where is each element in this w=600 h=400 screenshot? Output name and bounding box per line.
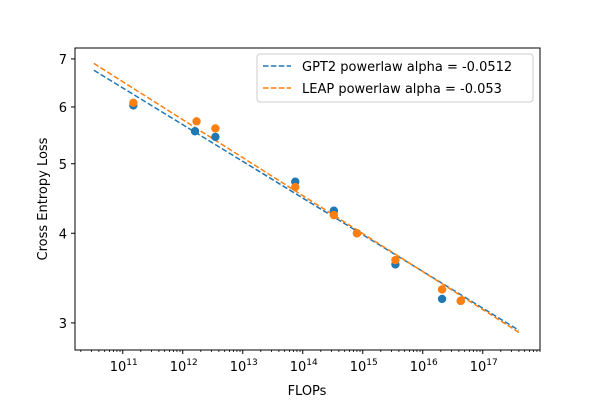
x-tick-label-12: 1012: [170, 358, 198, 375]
y-tick-label-3: 3: [59, 317, 67, 332]
plot-area: [93, 62, 520, 334]
data-point-series-1-8: [456, 296, 465, 306]
data-point-series-1-3: [291, 182, 300, 192]
y-tick-label-7: 7: [59, 53, 67, 68]
data-point-series-1-1: [192, 117, 201, 126]
x-tick-label-13: 1013: [230, 358, 258, 375]
data-point-series-1-5: [352, 229, 362, 238]
fit-line-series-1: [93, 62, 520, 334]
y-tick-label-6: 6: [59, 101, 67, 116]
y-tick-label-4: 4: [59, 227, 67, 242]
data-point-series-1-0: [129, 98, 138, 108]
data-point-series-1-4: [329, 210, 339, 220]
data-point-series-1-2: [211, 124, 220, 133]
x-tick-label-11: 1011: [110, 358, 138, 375]
data-point-series-1-7: [437, 285, 447, 294]
axes-frame: [74, 47, 541, 351]
data-point-series-0-2: [211, 132, 220, 142]
x-tick-label-15: 1015: [350, 358, 378, 375]
data-point-series-0-1: [190, 127, 200, 136]
x-axis-label: FLOPs: [288, 384, 327, 399]
data-point-series-0-7: [437, 294, 447, 304]
legend: GPT2 powerlaw alpha = -0.0512 LEAP power…: [256, 53, 534, 103]
legend-box: [256, 53, 534, 103]
x-tick-label-14: 1014: [290, 358, 318, 375]
y-tick-label-5: 5: [59, 158, 67, 173]
x-tick-label-16: 1016: [410, 358, 438, 375]
data-point-series-1-6: [391, 255, 400, 265]
x-tick-label-17: 1017: [470, 358, 498, 375]
legend-label-leap: LEAP powerlaw alpha = -0.053: [302, 82, 502, 97]
legend-label-gpt2: GPT2 powerlaw alpha = -0.0512: [302, 60, 512, 75]
axes: 1011 1012 1013 1014 1015 1016 1017 3 4 5 6 7: [59, 53, 541, 375]
y-axis-label: Cross Entropy Loss: [36, 137, 51, 260]
